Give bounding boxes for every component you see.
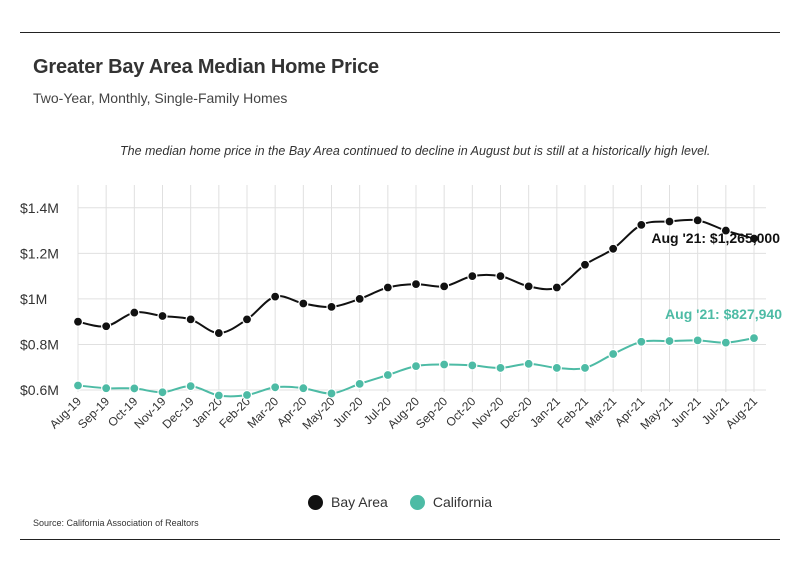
data-point-bay-area (551, 282, 562, 293)
data-point-california (608, 348, 619, 360)
data-point-bay-area (748, 233, 760, 244)
data-point-bay-area (241, 314, 253, 325)
data-point-california (101, 383, 112, 394)
chart-annotation: The median home price in the Bay Area co… (120, 144, 711, 158)
y-tick-label: $0.8M (20, 336, 59, 352)
legend-swatch-california (409, 494, 425, 510)
data-point-bay-area (467, 271, 478, 282)
data-point-california (720, 337, 731, 348)
data-point-california (467, 360, 478, 371)
top-rule (20, 32, 780, 33)
data-point-california (382, 369, 393, 381)
data-point-california (213, 390, 224, 401)
end-label-bay-area: Aug '21: $1,265,000 (651, 230, 780, 246)
data-point-california (636, 336, 647, 347)
x-tick-label: Jun-20 (330, 394, 366, 430)
data-point-california (692, 335, 703, 346)
legend-item-california: California (409, 494, 492, 510)
x-tick-label: May-20 (299, 394, 337, 432)
data-point-california (241, 389, 253, 401)
data-point-california (354, 378, 365, 389)
x-tick-label: Mar-20 (245, 394, 282, 431)
data-point-california (495, 362, 506, 374)
data-point-california (326, 388, 337, 399)
data-point-california (579, 362, 591, 374)
legend: Bay Area California (0, 494, 800, 510)
data-point-california (523, 358, 534, 369)
x-tick-label: Sep-19 (75, 394, 112, 431)
data-point-bay-area (185, 314, 196, 325)
data-point-california (185, 381, 196, 392)
data-point-bay-area (410, 279, 422, 290)
data-point-bay-area (326, 301, 337, 312)
x-tick-label: Aug-21 (723, 394, 760, 431)
data-point-bay-area (298, 298, 309, 309)
data-point-bay-area (495, 271, 506, 282)
data-point-california (551, 362, 562, 374)
data-point-bay-area (382, 282, 393, 293)
data-point-bay-area (101, 321, 112, 332)
x-tick-label: Sep-20 (413, 394, 450, 431)
y-tick-label: $1.2M (20, 245, 59, 261)
data-point-bay-area (354, 293, 365, 305)
data-point-bay-area (664, 216, 675, 227)
x-tick-label: May-21 (637, 394, 675, 432)
x-tick-label: Dec-20 (498, 394, 535, 431)
data-point-bay-area (579, 259, 591, 270)
data-point-bay-area (636, 219, 647, 230)
data-point-bay-area (523, 281, 534, 292)
x-tick-label: Dec-19 (160, 394, 197, 431)
data-point-california (129, 383, 140, 394)
legend-item-bay-area: Bay Area (308, 494, 388, 510)
data-point-bay-area (157, 310, 168, 322)
legend-swatch-bay-area (308, 494, 324, 510)
data-point-bay-area (270, 291, 281, 302)
data-point-california (748, 333, 760, 344)
data-point-bay-area (720, 225, 731, 236)
data-point-california (439, 359, 450, 370)
source-note: Source: California Association of Realto… (33, 518, 199, 528)
y-tick-label: $1M (20, 291, 47, 307)
chart-subtitle: Two-Year, Monthly, Single-Family Homes (33, 90, 288, 106)
x-tick-label: Jun-21 (668, 394, 704, 430)
data-point-bay-area (213, 327, 224, 339)
data-point-bay-area (692, 215, 703, 226)
data-point-california (410, 361, 422, 372)
data-point-california (298, 383, 309, 394)
data-point-bay-area (439, 281, 450, 292)
x-tick-label: Mar-21 (583, 394, 620, 431)
chart-title: Greater Bay Area Median Home Price (33, 56, 379, 78)
data-point-bay-area (72, 316, 84, 327)
legend-label-bay-area: Bay Area (331, 494, 388, 510)
data-point-bay-area (129, 307, 140, 318)
line-chart: $0.6M$0.8M$1M$1.2M$1.4MAug-19Sep-19Oct-1… (20, 185, 782, 432)
data-point-california (72, 380, 84, 391)
data-point-california (270, 382, 281, 393)
data-point-california (664, 335, 675, 347)
y-tick-label: $1.4M (20, 200, 59, 216)
y-tick-label: $0.6M (20, 382, 59, 398)
end-label-california: Aug '21: $827,940 (665, 306, 782, 322)
data-point-california (157, 387, 168, 398)
legend-label-california: California (432, 494, 492, 510)
bottom-rule (20, 539, 780, 540)
data-point-bay-area (608, 243, 619, 254)
